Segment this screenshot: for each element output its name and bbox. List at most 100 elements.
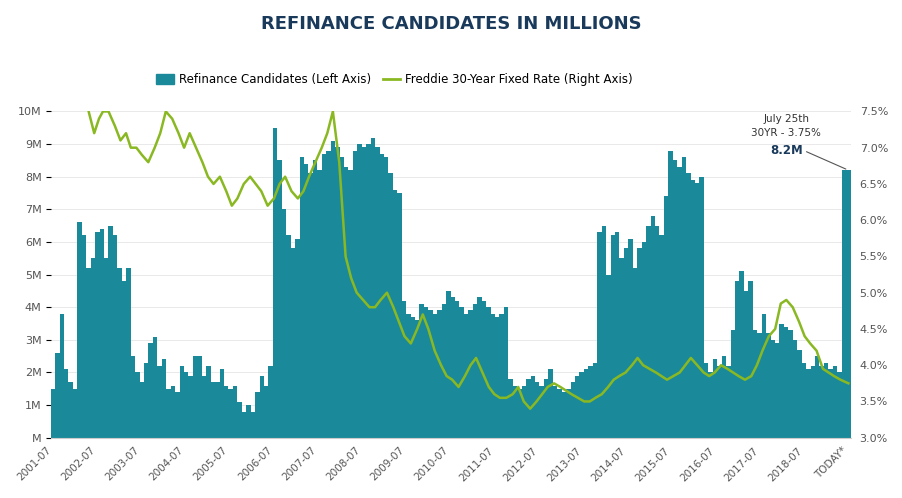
Bar bbox=[64, 369, 69, 438]
Bar bbox=[51, 389, 55, 438]
Bar bbox=[406, 314, 410, 438]
Bar bbox=[579, 373, 584, 438]
Bar bbox=[263, 385, 268, 438]
Text: REFINANCE CANDIDATES IN MILLIONS: REFINANCE CANDIDATES IN MILLIONS bbox=[261, 15, 641, 33]
Bar bbox=[339, 157, 344, 438]
Bar bbox=[663, 196, 667, 438]
Bar bbox=[570, 382, 575, 438]
Bar bbox=[219, 369, 224, 438]
Bar bbox=[60, 314, 64, 438]
Bar bbox=[787, 330, 792, 438]
Bar bbox=[561, 392, 566, 438]
Bar bbox=[552, 385, 557, 438]
Bar bbox=[761, 314, 765, 438]
Bar bbox=[832, 366, 836, 438]
Bar bbox=[823, 363, 827, 438]
Bar bbox=[517, 389, 521, 438]
Bar bbox=[743, 291, 748, 438]
Bar bbox=[815, 356, 819, 438]
Bar bbox=[464, 314, 468, 438]
Bar bbox=[73, 389, 78, 438]
Bar bbox=[695, 183, 699, 438]
Bar bbox=[649, 216, 654, 438]
Bar bbox=[588, 366, 593, 438]
Bar bbox=[295, 239, 299, 438]
Bar bbox=[410, 317, 415, 438]
Bar bbox=[281, 209, 286, 438]
Bar bbox=[104, 258, 108, 438]
Bar bbox=[672, 160, 676, 438]
Bar bbox=[477, 297, 481, 438]
Bar bbox=[810, 366, 815, 438]
Bar bbox=[530, 375, 535, 438]
Bar bbox=[330, 141, 335, 438]
Bar bbox=[251, 412, 254, 438]
Bar bbox=[193, 356, 197, 438]
Bar bbox=[423, 307, 428, 438]
Bar bbox=[370, 137, 374, 438]
Bar bbox=[272, 128, 277, 438]
Bar bbox=[170, 385, 175, 438]
Bar bbox=[610, 236, 614, 438]
Bar bbox=[446, 291, 450, 438]
Bar bbox=[481, 301, 485, 438]
Bar bbox=[805, 369, 810, 438]
Bar bbox=[379, 154, 383, 438]
Bar bbox=[415, 320, 419, 438]
Bar bbox=[690, 180, 695, 438]
Bar bbox=[765, 333, 769, 438]
Bar bbox=[485, 307, 490, 438]
Text: 30YR - 3.75%: 30YR - 3.75% bbox=[750, 127, 820, 137]
Bar bbox=[769, 340, 774, 438]
Bar bbox=[143, 363, 148, 438]
Bar bbox=[521, 385, 526, 438]
Bar bbox=[175, 392, 179, 438]
Bar bbox=[441, 304, 446, 438]
Bar bbox=[148, 343, 152, 438]
Bar bbox=[326, 150, 330, 438]
Bar bbox=[526, 379, 530, 438]
Bar bbox=[308, 173, 312, 438]
Bar bbox=[90, 258, 95, 438]
Bar bbox=[362, 147, 366, 438]
Bar bbox=[108, 226, 113, 438]
Bar bbox=[113, 236, 117, 438]
Bar bbox=[246, 405, 251, 438]
Bar bbox=[242, 412, 246, 438]
Bar bbox=[82, 236, 86, 438]
Bar bbox=[593, 363, 596, 438]
Bar bbox=[135, 373, 139, 438]
Bar bbox=[99, 229, 104, 438]
Bar bbox=[348, 170, 353, 438]
Bar bbox=[566, 389, 570, 438]
Bar bbox=[512, 385, 517, 438]
Bar bbox=[845, 170, 850, 438]
Bar bbox=[596, 232, 601, 438]
Bar bbox=[210, 382, 215, 438]
Bar bbox=[841, 170, 845, 438]
Bar bbox=[819, 366, 823, 438]
Bar bbox=[686, 173, 690, 438]
Bar bbox=[388, 173, 392, 438]
Bar bbox=[468, 310, 473, 438]
Bar bbox=[299, 157, 304, 438]
Bar bbox=[366, 144, 370, 438]
Bar bbox=[748, 281, 752, 438]
Bar bbox=[197, 356, 201, 438]
Bar bbox=[778, 324, 783, 438]
Bar bbox=[699, 177, 704, 438]
Bar bbox=[126, 268, 131, 438]
Bar bbox=[450, 297, 455, 438]
Bar bbox=[189, 375, 193, 438]
Bar bbox=[494, 317, 499, 438]
Bar bbox=[730, 330, 734, 438]
Bar bbox=[796, 350, 801, 438]
Bar bbox=[654, 226, 658, 438]
Bar bbox=[614, 232, 619, 438]
Bar bbox=[490, 314, 494, 438]
Bar bbox=[383, 157, 388, 438]
Bar bbox=[725, 366, 730, 438]
Bar bbox=[538, 385, 543, 438]
Bar bbox=[215, 382, 219, 438]
Bar bbox=[344, 167, 348, 438]
